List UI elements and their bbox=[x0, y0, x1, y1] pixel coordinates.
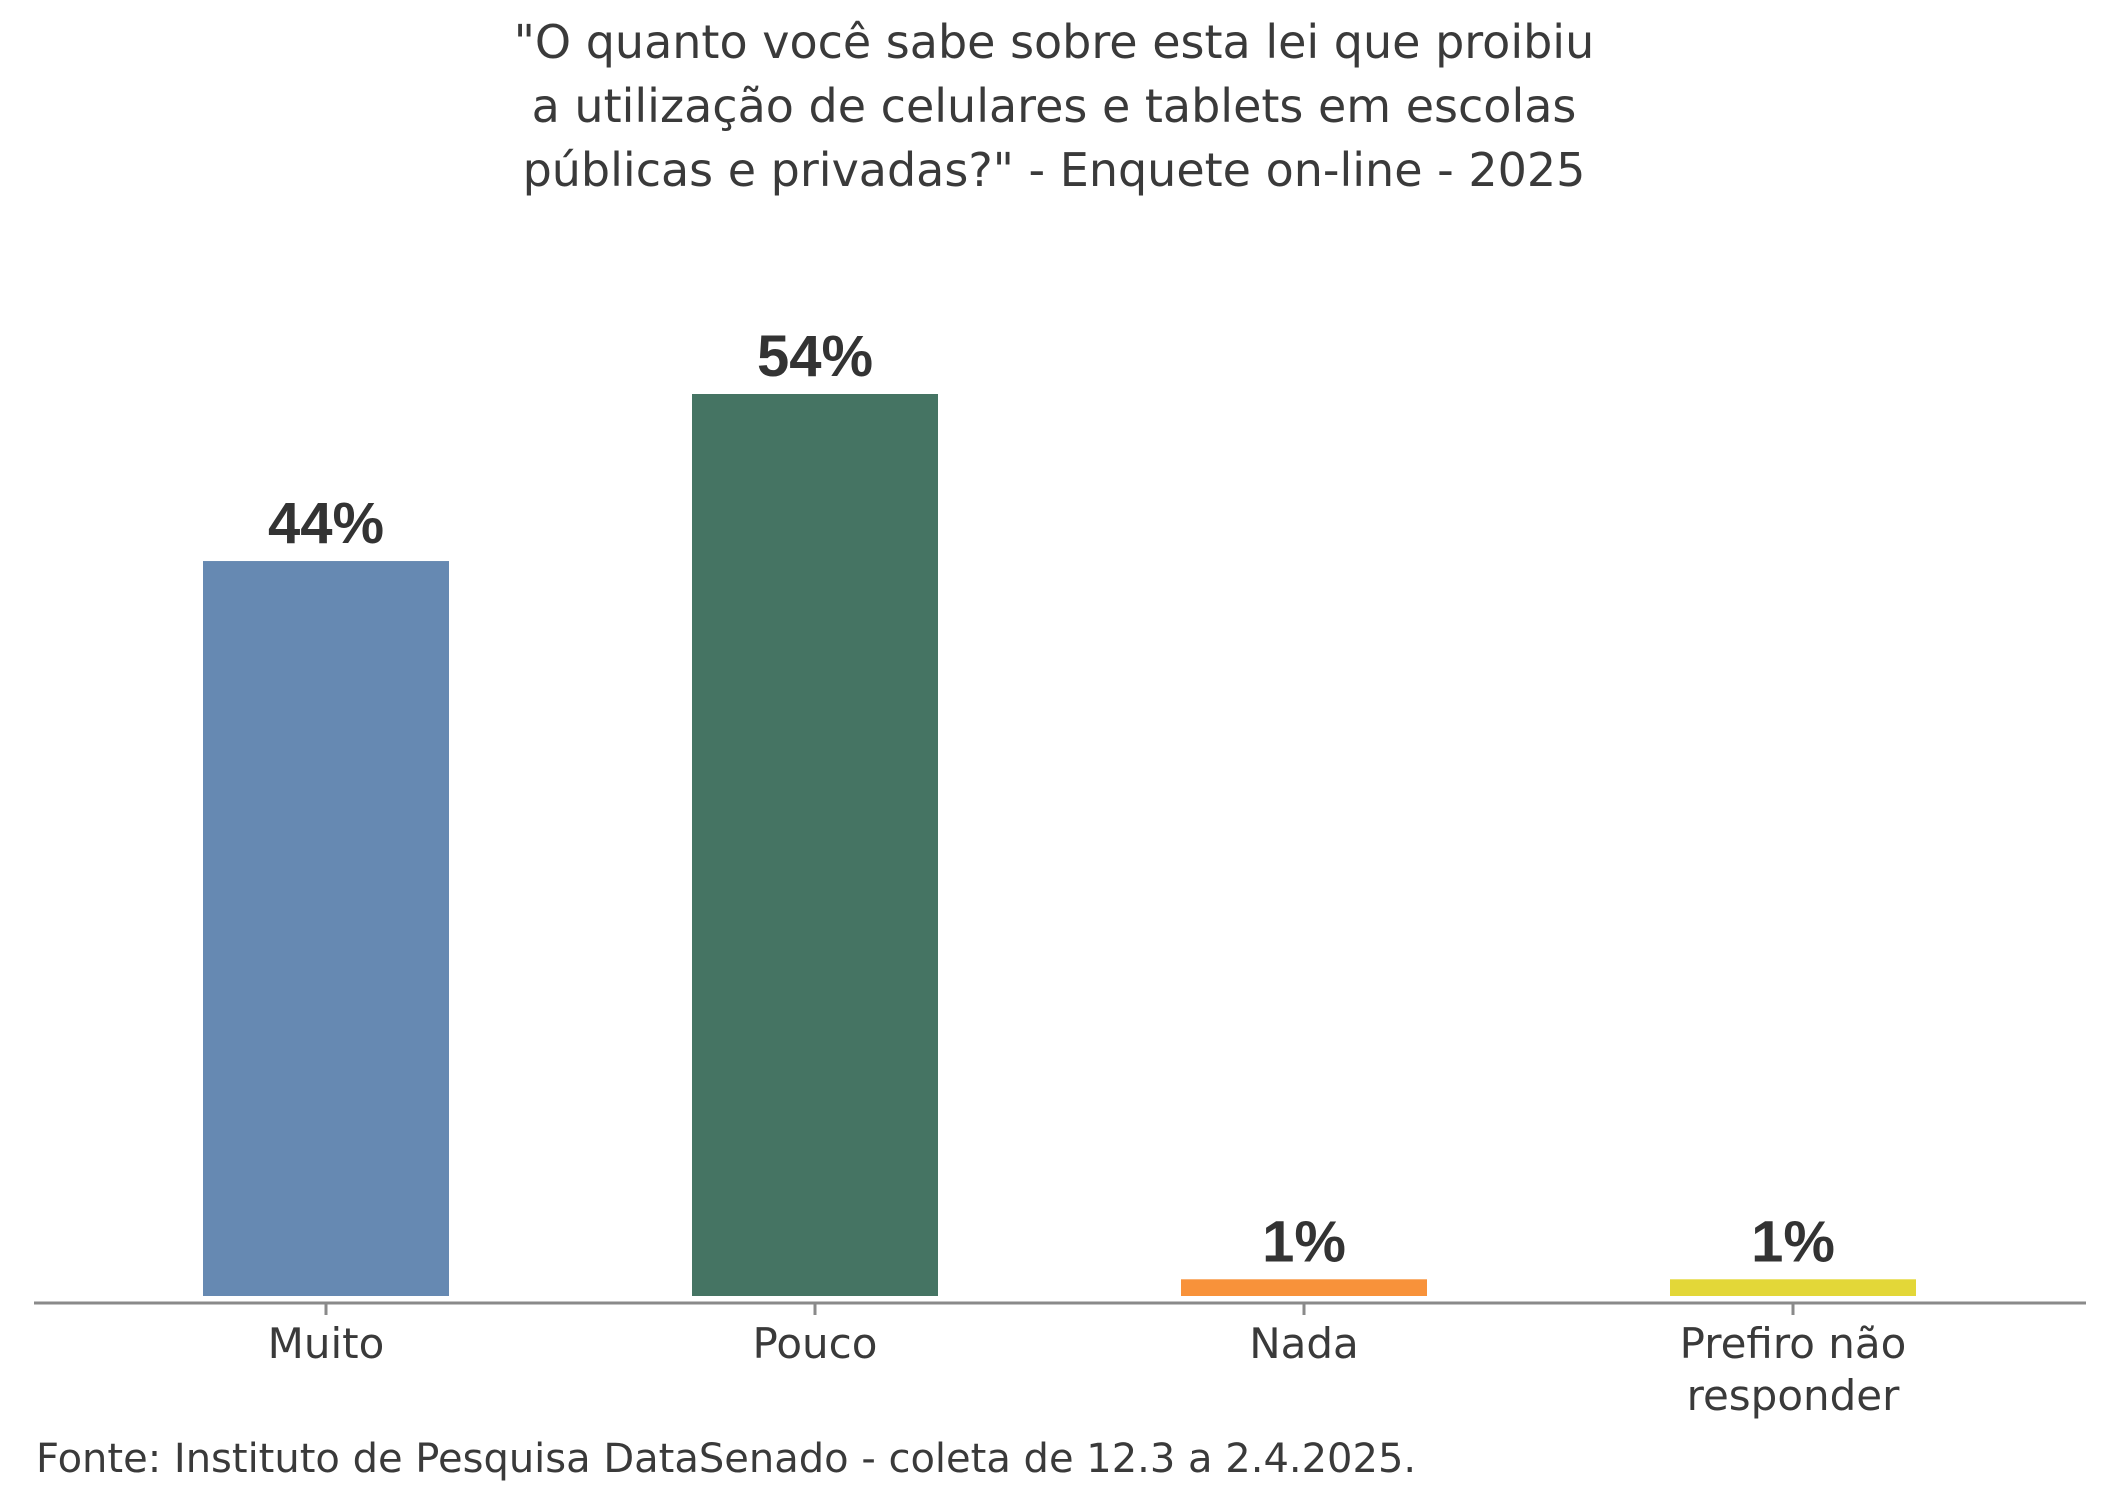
source-note: Fonte: Instituto de Pesquisa DataSenado … bbox=[36, 1436, 1416, 1482]
x-tick-label-3: Nada bbox=[1249, 1319, 1359, 1368]
x-tick-label-2: Pouco bbox=[753, 1319, 878, 1368]
bar-2 bbox=[692, 394, 938, 1296]
chart-title: "O quanto você sabe sobre esta lei que p… bbox=[514, 15, 1595, 197]
bar-3 bbox=[1181, 1279, 1427, 1296]
bar-1 bbox=[203, 561, 449, 1296]
data-label-1: 44% bbox=[268, 491, 384, 556]
data-label-4: 1% bbox=[1751, 1209, 1835, 1274]
chart-title-line-1: "O quanto você sabe sobre esta lei que p… bbox=[514, 15, 1595, 69]
x-axis-ticks-layer bbox=[324, 1303, 1795, 1315]
x-tick-label-4-line-2: responder bbox=[1687, 1371, 1901, 1420]
chart-title-line-3: públicas e privadas?" - Enquete on-line … bbox=[523, 143, 1586, 197]
bars-layer bbox=[203, 394, 1916, 1296]
bar-4 bbox=[1670, 1279, 1916, 1296]
chart-title-line-2: a utilização de celulares e tablets em e… bbox=[532, 79, 1577, 133]
data-label-3: 1% bbox=[1262, 1209, 1346, 1274]
x-tick-label-1: Muito bbox=[268, 1319, 385, 1368]
data-label-2: 54% bbox=[757, 324, 873, 389]
x-tick-label-4-line-1: Prefiro não bbox=[1680, 1319, 1907, 1368]
data-labels-layer: 44% 54% 1% 1% bbox=[268, 324, 1835, 1274]
